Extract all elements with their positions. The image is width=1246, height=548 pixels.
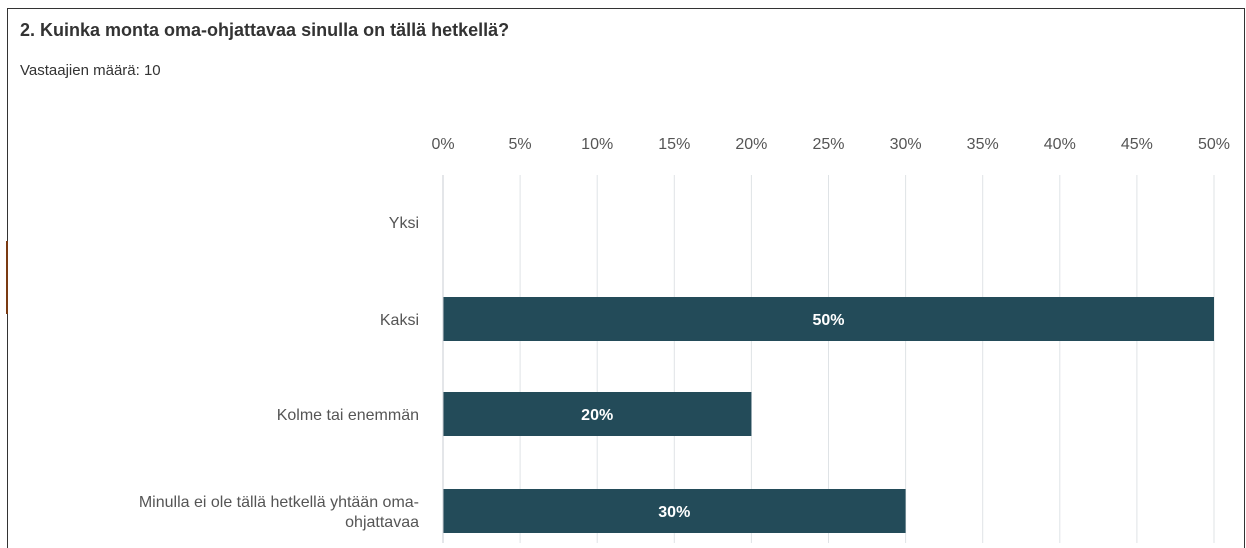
- x-tick-label: 5%: [509, 136, 532, 153]
- x-tick-label: 20%: [735, 136, 767, 153]
- category-label: ohjattavaa: [345, 514, 419, 531]
- question-title: 2. Kuinka monta oma-ohjattavaa sinulla o…: [20, 20, 510, 40]
- respondent-count: Vastaajien määrä: 10: [20, 62, 161, 79]
- x-tick-label: 0%: [431, 136, 454, 153]
- x-tick-label: 45%: [1121, 136, 1153, 153]
- bar-value-label: 30%: [658, 504, 690, 521]
- side-accent: [6, 241, 8, 314]
- bar: [443, 489, 906, 533]
- bar-value-label: 50%: [812, 312, 844, 329]
- category-label: Kolme tai enemmän: [277, 407, 419, 424]
- x-tick-label: 15%: [658, 136, 690, 153]
- category-label: Yksi: [389, 215, 419, 232]
- category-label: Kaksi: [380, 312, 419, 329]
- bar-value-label: 20%: [581, 407, 613, 424]
- x-tick-label: 10%: [581, 136, 613, 153]
- category-label: Minulla ei ole tällä hetkellä yhtään oma…: [139, 494, 419, 511]
- x-tick-label: 30%: [890, 136, 922, 153]
- bar: [443, 297, 1214, 341]
- x-tick-label: 50%: [1198, 136, 1230, 153]
- x-tick-label: 40%: [1044, 136, 1076, 153]
- respondent-count-label: Vastaajien määrä:: [20, 62, 140, 79]
- bar: [443, 392, 752, 436]
- x-tick-label: 25%: [812, 136, 844, 153]
- respondent-count-value: 10: [143, 62, 161, 79]
- x-tick-label: 35%: [967, 136, 999, 153]
